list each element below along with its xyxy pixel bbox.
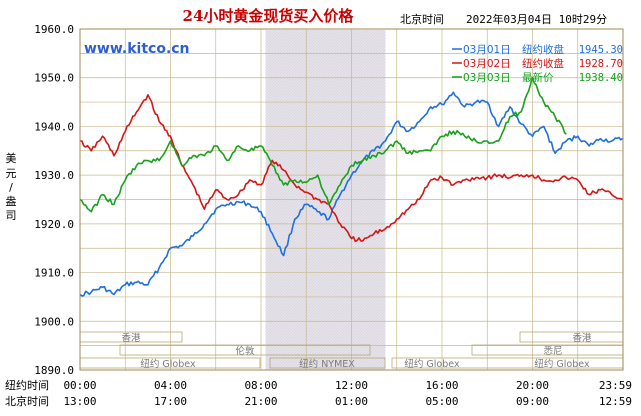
session-hongkong-left-label: 香港	[121, 332, 141, 344]
x-tick-label-bj: 21:00	[244, 395, 277, 408]
x-tick-label-bj: 01:00	[335, 395, 368, 408]
market-session-bars: 香港 伦敦 纽约 Globex 纽约 NYMEX 纽约 Globex 纽约 Gl…	[79, 331, 624, 370]
x-axis: 纽约时间 北京时间 00:00 13:00 04:00 17:00 08:00 21:00…	[5, 378, 632, 408]
x-tick-label-ny: 20:00	[516, 379, 549, 392]
y-tick-label: 1890.0	[34, 364, 74, 377]
legend-item-1: 03月01日 纽约收盘 1945.30	[452, 43, 623, 56]
y-tick-label: 1900.0	[34, 315, 74, 328]
y-tick-label: 1920.0	[34, 218, 74, 231]
session-london-label: 伦敦	[235, 345, 255, 357]
price-series	[79, 76, 623, 297]
session-hongkong-right-label: 香港	[572, 332, 592, 344]
legend-value: 1938.40	[579, 72, 623, 84]
y-axis-label-char-1: 美	[6, 152, 17, 165]
nymex-session-shading	[265, 30, 386, 370]
y-axis-label-char-2: 元	[6, 167, 17, 180]
y-tick-label: 1940.0	[34, 120, 74, 133]
y-axis-label: 美 元 / 盎 司	[6, 152, 17, 222]
y-tick-label: 1960.0	[34, 23, 74, 36]
x-tick-label-bj: 13:00	[63, 395, 96, 408]
legend-label: 纽约收盘	[522, 57, 564, 70]
x-axis-bj-label: 北京时间	[5, 394, 49, 408]
session-sydney-label: 悉尼	[543, 345, 562, 357]
chart-title: 24小时黄金现货买入价格	[183, 7, 355, 25]
session-ny-globex-right-label: 纽约 Globex	[404, 358, 460, 370]
plot-grid	[80, 29, 623, 370]
y-axis-ticks: 1960.0 1950.0 1940.0 1930.0 1920.0 1910.0 1900…	[34, 23, 74, 377]
session-ny-nymex-label: 纽约 NYMEX	[299, 358, 355, 370]
x-axis-ticks: 00:00 13:00 04:00 17:00 08:00 21:00 12:00 01:00…	[63, 379, 632, 408]
x-tick-label-ny: 08:00	[244, 379, 277, 392]
series-line-1	[79, 91, 623, 297]
y-tick-label: 1910.0	[34, 267, 74, 280]
x-tick-label-ny: 16:00	[425, 379, 458, 392]
x-tick-label-ny: 12:00	[335, 379, 368, 392]
plot-border	[79, 28, 624, 371]
series-line-3	[79, 76, 567, 213]
y-tick-label: 1950.0	[34, 72, 74, 85]
legend-item-3: 03月03日 最新价 1938.40	[452, 71, 623, 84]
x-tick-label-ny: 04:00	[154, 379, 187, 392]
x-tick-label-bj: 12:59	[599, 395, 632, 408]
x-tick-label-ny: 00:00	[63, 379, 96, 392]
legend-value: 1945.30	[579, 44, 623, 56]
x-tick-label-bj: 09:00	[516, 395, 549, 408]
legend-label: 纽约收盘	[522, 43, 564, 56]
header-beijing-time-label: 北京时间	[400, 12, 444, 26]
session-london	[119, 344, 371, 356]
x-tick-label-ny: 23:59	[599, 379, 632, 392]
header-datetime: 2022年03月04日 10时29分	[466, 12, 607, 26]
y-axis-label-char-4: 盎	[6, 194, 17, 208]
x-tick-label-bj: 17:00	[154, 395, 187, 408]
y-tick-label: 1930.0	[34, 169, 74, 182]
legend-value: 1928.70	[579, 58, 623, 70]
legend-date: 03月01日	[463, 44, 511, 56]
series-line-2	[80, 94, 623, 243]
y-axis-label-char-3: /	[9, 181, 13, 194]
session-ny-nymex	[269, 357, 386, 369]
y-axis-label-char-5: 司	[6, 209, 17, 222]
legend-item-2: 03月02日 纽约收盘 1928.70	[452, 57, 623, 70]
session-ny-globex-left-label: 纽约 Globex	[140, 358, 196, 370]
watermark: www.kitco.cn	[84, 41, 190, 57]
x-axis-ny-label: 纽约时间	[5, 378, 49, 392]
session-ny-globex-right-label-2: 纽约 Globex	[534, 358, 590, 370]
legend-date: 03月02日	[463, 58, 511, 70]
legend-label: 最新价	[522, 71, 554, 84]
legend-date: 03月03日	[463, 72, 511, 84]
x-tick-label-bj: 05:00	[425, 395, 458, 408]
